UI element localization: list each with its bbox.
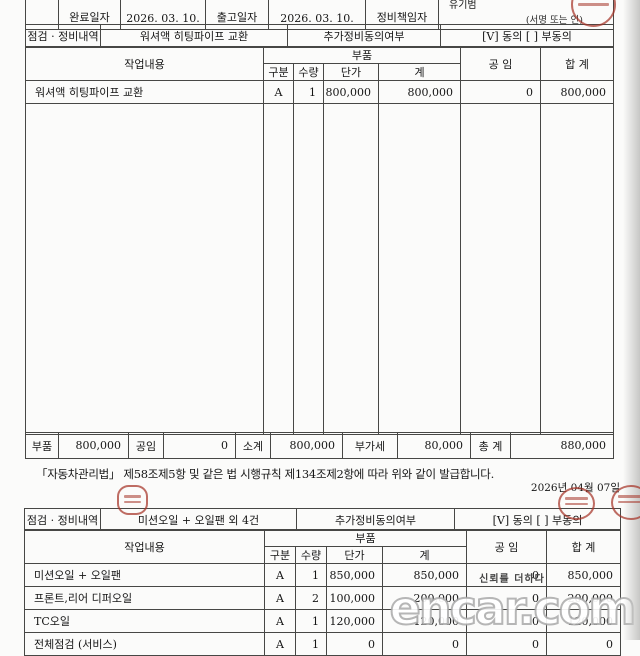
- vat-label: 부가세: [342, 432, 398, 459]
- vat-value: 80,000: [397, 432, 471, 459]
- table-row: 워셔액 히팅파이프 교환 A 1 800,000 800,000 0 800,0…: [25, 80, 614, 104]
- doc2-summary-row: 점검 · 정비내역 미션오일 + 오일팬 외 4건 추가정비동의여부 [V] 동…: [24, 508, 621, 531]
- work-labor: 0: [466, 563, 547, 587]
- work-labor: 0: [466, 609, 547, 633]
- labor-total-label: 공임: [128, 432, 164, 459]
- subtotal-label: 소계: [235, 432, 271, 459]
- work-total: 200,000: [546, 586, 621, 610]
- col-class: 구분: [264, 546, 296, 564]
- doc2-work-table: 작업내용 부품 공 임 합 계 구분 수량 단가 계 미션오일 + 오일팬 A …: [24, 529, 621, 656]
- labor-total-value: 0: [163, 432, 236, 459]
- work-qty: 2: [295, 586, 327, 610]
- work-qty: 1: [295, 632, 327, 656]
- maintenance-detail-label: 점검 · 정비내역: [25, 24, 101, 48]
- work-amount: 0: [382, 632, 467, 656]
- table-row: 미션오일 + 오일팬 A 1 850,000 850,000 0 850,000: [24, 563, 621, 587]
- col-price: 단가: [326, 546, 383, 564]
- col-total: 합 계: [540, 46, 614, 81]
- work-amount: 850,000: [382, 563, 467, 587]
- work-class: A: [264, 563, 296, 587]
- doc1-totals-row: 부품 800,000 공임 0 소계 800,000 부가세 80,000 총 …: [25, 432, 614, 459]
- col-price: 단가: [323, 63, 379, 81]
- work-qty: 1: [293, 80, 324, 104]
- work-class: A: [264, 632, 296, 656]
- table-row: 점검 · 정비내역 워셔액 히팅파이프 교환 추가정비동의여부 [V] 동의 […: [25, 24, 614, 48]
- work-labor: 0: [460, 80, 541, 104]
- col-total: 합 계: [546, 529, 621, 564]
- work-qty: 1: [295, 609, 327, 633]
- col-qty: 수량: [293, 63, 324, 81]
- work-class: A: [263, 80, 294, 104]
- work-labor: 0: [466, 632, 547, 656]
- grand-total-label: 총 계: [470, 432, 511, 459]
- col-labor: 공 임: [460, 46, 541, 81]
- col-class: 구분: [263, 63, 294, 81]
- extra-consent-label: 추가정비동의여부: [296, 508, 455, 531]
- doc1-work-table: 작업내용 부품 공 임 합 계 구분 수량 단가 계 워셔액 히팅파이프 교환 …: [25, 46, 614, 435]
- empty-row: [25, 103, 614, 435]
- red-seal-stamp-icon: [611, 485, 640, 520]
- work-class: A: [264, 586, 296, 610]
- extra-consent-checkbox: [V] 동의 [ ] 부동의: [440, 24, 614, 48]
- work-total: 800,000: [540, 80, 614, 104]
- work-price: 0: [326, 632, 383, 656]
- work-labor: 0: [466, 586, 547, 610]
- signature-note: (서명 또는 인): [525, 15, 583, 26]
- col-qty: 수량: [295, 546, 327, 564]
- work-total: 120,000: [546, 609, 621, 633]
- parts-total-label: 부품: [25, 432, 59, 459]
- work-price: 100,000: [326, 586, 383, 610]
- col-work: 작업내용: [24, 529, 265, 564]
- work-name: 미션오일 + 오일팬: [24, 563, 265, 587]
- grand-total-value: 880,000: [510, 432, 614, 459]
- table-subheader-row: 구분 수량 단가 계: [25, 546, 621, 564]
- col-parts-group: 부품: [263, 46, 461, 64]
- table-header-row: 작업내용 부품 공 임 합 계: [24, 529, 621, 564]
- subtotal-value: 800,000: [270, 432, 343, 459]
- maintenance-detail-value: 워셔액 히팅파이프 교환: [100, 24, 288, 48]
- red-seal-stamp-icon: [117, 485, 148, 515]
- work-name: 워셔액 히팅파이프 교환: [25, 80, 264, 104]
- col-work: 작업내용: [25, 46, 264, 81]
- col-parts-group: 부품: [264, 529, 467, 547]
- col-labor: 공 임: [466, 529, 547, 564]
- work-name: 프론트,리어 디퍼오일: [24, 586, 265, 610]
- parts-total-value: 800,000: [58, 432, 129, 459]
- work-price: 850,000: [326, 563, 383, 587]
- legal-statement: 「자동차관리법」 제58조제5항 및 같은 법 시행규칙 제134조제2항에 따…: [36, 467, 494, 481]
- extra-consent-label: 추가정비동의여부: [287, 24, 441, 48]
- maintenance-detail-label: 점검 · 정비내역: [24, 508, 101, 531]
- work-amount: 120,000: [382, 609, 467, 633]
- red-seal-stamp-icon: [558, 487, 595, 520]
- work-name: 전체점검 (서비스): [24, 632, 265, 656]
- work-amount: 800,000: [378, 80, 461, 104]
- scan-edge-shadow: [623, 0, 640, 640]
- work-total: 850,000: [546, 563, 621, 587]
- extra-consent-checkbox: [V] 동의 [ ] 부동의: [454, 508, 621, 531]
- table-row: TC오일 A 1 120,000 120,000 0 120,000: [24, 609, 621, 633]
- work-class: A: [264, 609, 296, 633]
- work-price: 800,000: [323, 80, 379, 104]
- work-qty: 1: [295, 563, 327, 587]
- table-header-row: 작업내용 부품 공 임 합 계: [25, 46, 614, 81]
- table-row: 프론트,리어 디퍼오일 A 2 100,000 200,000 0 200,00…: [24, 586, 621, 610]
- manager-name: 유기범: [449, 0, 477, 11]
- doc1-summary-row: 점검 · 정비내역 워셔액 히팅파이프 교환 추가정비동의여부 [V] 동의 […: [25, 24, 614, 48]
- work-amount: 200,000: [382, 586, 467, 610]
- col-amount: 계: [382, 546, 467, 564]
- col-amount: 계: [378, 63, 461, 81]
- table-row: 부품 800,000 공임 0 소계 800,000 부가세 80,000 총 …: [25, 432, 614, 459]
- work-price: 120,000: [326, 609, 383, 633]
- table-row: 전체점검 (서비스) A 1 0 0 0 0: [24, 632, 621, 656]
- work-total: 0: [546, 632, 621, 656]
- table-row: 점검 · 정비내역 미션오일 + 오일팬 외 4건 추가정비동의여부 [V] 동…: [24, 508, 621, 531]
- work-name: TC오일: [24, 609, 265, 633]
- maintenance-detail-value: 미션오일 + 오일팬 외 4건: [100, 508, 297, 531]
